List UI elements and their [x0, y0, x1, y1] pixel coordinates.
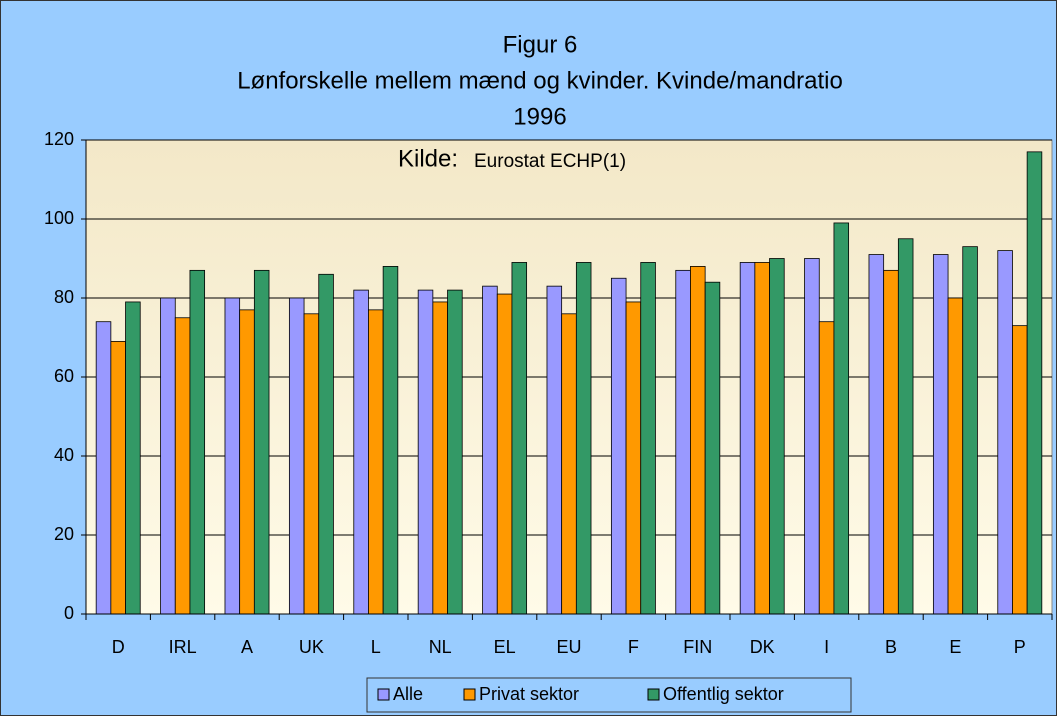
bar [868, 254, 885, 615]
bar [511, 262, 528, 615]
bar [804, 258, 820, 615]
bar [353, 289, 369, 615]
bar [833, 222, 850, 615]
y-tick-label: 120 [44, 129, 74, 149]
annotation: Eurostat ECHP(1) [474, 151, 626, 172]
x-tick-label: F [628, 637, 639, 657]
bar [125, 301, 141, 615]
y-tick-label: 40 [54, 445, 74, 465]
bar [675, 269, 691, 615]
bar [496, 293, 513, 615]
bar [224, 297, 241, 615]
bar [739, 262, 756, 615]
x-tick-label: NL [429, 637, 452, 657]
chart-title: Lønforskelle mellem mænd og kvinder. Kvi… [237, 67, 843, 94]
x-tick-label: E [949, 637, 961, 657]
bar [947, 297, 964, 615]
x-tick-label: EL [494, 637, 516, 657]
legend-swatch [463, 688, 476, 701]
bar [1026, 151, 1043, 615]
y-tick-label: 0 [64, 603, 74, 623]
x-tick-label: UK [299, 637, 324, 657]
bar [160, 297, 176, 615]
bar [640, 262, 656, 615]
bar [417, 289, 434, 615]
bar [174, 317, 191, 615]
bar [546, 285, 563, 615]
legend-label: Privat sektor [479, 684, 579, 704]
bar [303, 313, 320, 615]
bar [253, 269, 270, 615]
bar [575, 262, 592, 615]
y-tick-label: 80 [54, 287, 74, 307]
bar [318, 273, 334, 615]
bar [189, 269, 206, 615]
bar [818, 321, 835, 615]
bar [447, 289, 463, 615]
legend-swatch [647, 688, 660, 701]
legend-swatch [377, 688, 390, 701]
bar [690, 265, 706, 615]
bar [561, 313, 577, 615]
bar [962, 246, 978, 615]
bar [239, 309, 255, 615]
y-tick-label: 60 [54, 366, 74, 386]
x-tick-label: L [371, 637, 381, 657]
x-tick-label: IRL [169, 637, 197, 657]
bar [110, 341, 126, 615]
x-tick-label: B [885, 637, 897, 657]
chart-title: Figur 6 [503, 31, 578, 58]
legend-label: Offentlig sektor [663, 684, 784, 704]
x-tick-label: FIN [683, 637, 712, 657]
bar [883, 269, 899, 615]
legend-label: Alle [393, 684, 423, 704]
y-tick-label: 20 [54, 524, 74, 544]
bar [704, 281, 721, 615]
bar [95, 321, 112, 615]
bar [932, 254, 949, 615]
x-tick-label: A [241, 637, 253, 657]
y-tick-label: 100 [44, 208, 74, 228]
x-tick-label: EU [556, 637, 581, 657]
bar [610, 277, 627, 615]
x-tick-label: DK [750, 637, 775, 657]
bar [897, 238, 914, 615]
bar [482, 285, 498, 615]
bar [997, 250, 1013, 615]
bar [754, 262, 770, 615]
x-tick-label: P [1014, 637, 1026, 657]
bar [432, 301, 448, 615]
chart-title: 1996 [513, 103, 566, 130]
legend [366, 677, 852, 713]
annotation: Kilde: [398, 145, 458, 172]
bar [625, 301, 642, 615]
x-tick-label: D [112, 637, 125, 657]
bar [382, 265, 399, 615]
x-tick-label: I [824, 637, 829, 657]
bar [368, 309, 384, 615]
bar [288, 297, 305, 615]
bar [769, 258, 785, 615]
bar [1012, 325, 1028, 615]
